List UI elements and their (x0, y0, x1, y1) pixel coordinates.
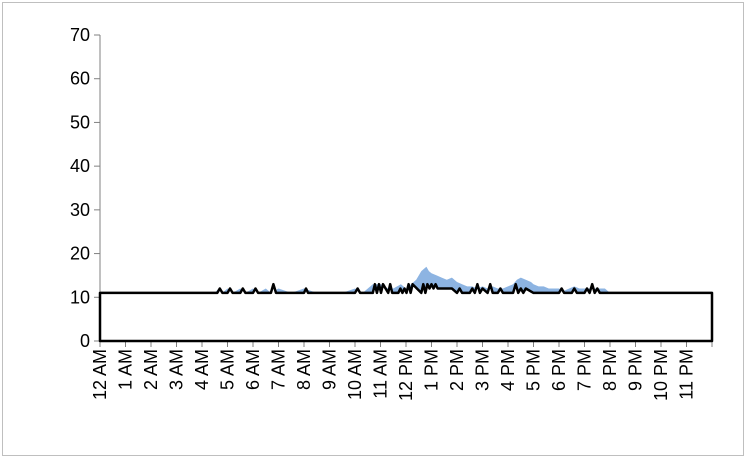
x-tick-label: 9 PM (626, 349, 646, 391)
x-tick-label: 5 PM (524, 349, 544, 391)
x-tick-label: 11 AM (371, 349, 391, 399)
x-tick-label: 6 AM (243, 349, 263, 390)
x-tick-label: 4 PM (498, 349, 518, 391)
x-tick-label: 4 AM (192, 349, 212, 390)
y-tick-label: 0 (80, 331, 90, 351)
y-tick-label: 40 (70, 156, 90, 176)
x-tick-label: 5 AM (218, 349, 238, 390)
x-tick-label: 3 PM (473, 349, 493, 391)
x-tick-label: 2 AM (141, 349, 161, 390)
y-tick-label: 10 (70, 287, 90, 307)
x-tick-label: 6 PM (549, 349, 569, 391)
x-tick-label: 7 PM (575, 349, 595, 391)
y-tick-label: 50 (70, 112, 90, 132)
y-axis: 0 10 20 30 40 50 60 70 (70, 25, 101, 351)
x-tick-label: 11 PM (677, 349, 697, 400)
x-tick-label: 9 AM (320, 349, 340, 390)
y-tick-label: 20 (70, 244, 90, 264)
x-tick-label: 1 AM (116, 349, 136, 390)
x-tick-label: 12 PM (396, 349, 416, 401)
plot-area (98, 266, 714, 343)
x-tick-label: 8 AM (294, 349, 314, 390)
y-tick-label: 60 (70, 69, 90, 89)
x-tick-label: 3 AM (167, 349, 187, 390)
x-tick-label: 10 PM (651, 349, 671, 401)
x-tick-label: 8 PM (600, 349, 620, 391)
x-tick-label: 1 PM (422, 349, 442, 391)
line-series (98, 282, 714, 343)
chart-frame (2, 2, 744, 456)
x-tick-label: 7 AM (269, 349, 289, 390)
x-tick-label: 2 PM (447, 349, 467, 391)
y-tick-label: 30 (70, 200, 90, 220)
x-axis: 12 AM 1 AM 2 AM 3 AM 4 AM 5 AM 6 AM 7 AM 8 AM 9 A… (90, 340, 713, 401)
x-tick-label: 12 AM (90, 349, 110, 400)
y-tick-label: 70 (70, 25, 90, 45)
x-tick-label: 10 AM (345, 349, 365, 400)
